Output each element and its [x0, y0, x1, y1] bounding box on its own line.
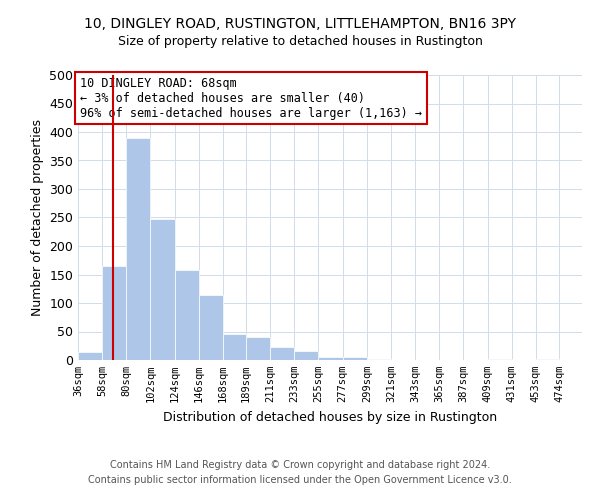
Bar: [175, 270, 199, 360]
Bar: [343, 357, 367, 360]
Bar: [223, 334, 246, 360]
Bar: [319, 356, 343, 360]
Text: 10 DINGLEY ROAD: 68sqm
← 3% of detached houses are smaller (40)
96% of semi-deta: 10 DINGLEY ROAD: 68sqm ← 3% of detached …: [80, 76, 422, 120]
Bar: [151, 218, 175, 360]
Y-axis label: Number of detached properties: Number of detached properties: [31, 119, 44, 316]
Text: 10, DINGLEY ROAD, RUSTINGTON, LITTLEHAMPTON, BN16 3PY: 10, DINGLEY ROAD, RUSTINGTON, LITTLEHAMP…: [84, 18, 516, 32]
X-axis label: Distribution of detached houses by size in Rustington: Distribution of detached houses by size …: [163, 410, 497, 424]
Bar: [536, 359, 559, 360]
Bar: [246, 337, 270, 360]
Bar: [78, 352, 102, 360]
Bar: [199, 295, 223, 360]
Text: Size of property relative to detached houses in Rustington: Size of property relative to detached ho…: [118, 35, 482, 48]
Bar: [367, 359, 391, 360]
Bar: [488, 359, 512, 360]
Bar: [102, 266, 127, 360]
Bar: [127, 138, 151, 360]
Bar: [270, 348, 295, 360]
Text: Contains HM Land Registry data © Crown copyright and database right 2024.
Contai: Contains HM Land Registry data © Crown c…: [88, 460, 512, 485]
Bar: [295, 351, 319, 360]
